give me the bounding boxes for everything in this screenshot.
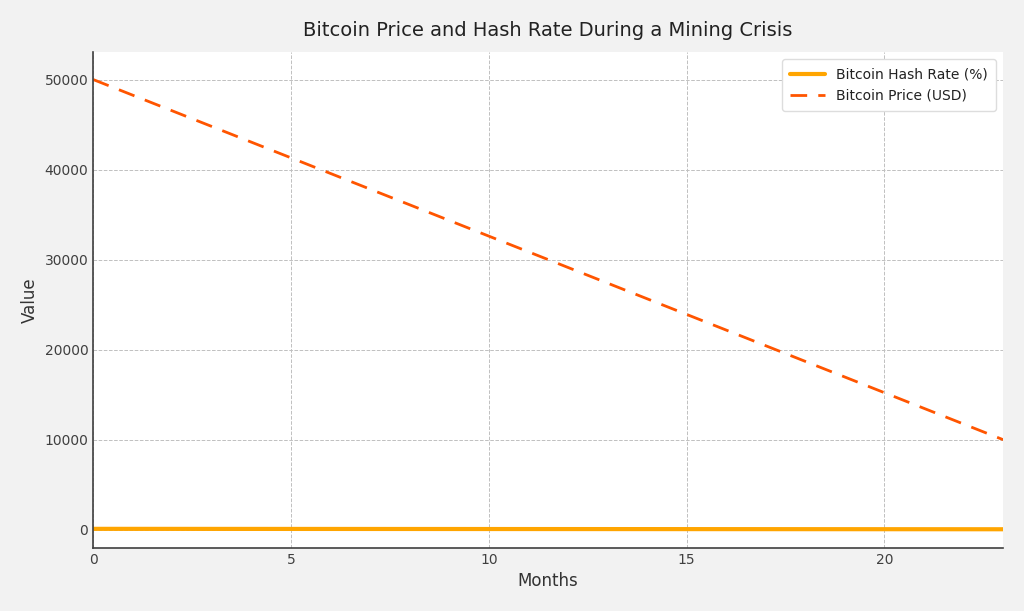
Bitcoin Price (USD) xyxy=(325,170,337,177)
Bitcoin Hash Rate (%) xyxy=(879,525,891,533)
Bitcoin Hash Rate (%) xyxy=(562,525,574,533)
Bitcoin Hash Rate (%) xyxy=(166,525,178,533)
Y-axis label: Value: Value xyxy=(20,277,39,323)
Bitcoin Price (USD) xyxy=(601,279,613,287)
Bitcoin Hash Rate (%) xyxy=(87,525,99,533)
Bitcoin Price (USD) xyxy=(166,107,178,114)
Bitcoin Hash Rate (%) xyxy=(681,525,693,533)
Bitcoin Price (USD) xyxy=(206,123,218,130)
Bitcoin Price (USD) xyxy=(957,420,970,428)
Bitcoin Hash Rate (%) xyxy=(127,525,139,533)
Bitcoin Price (USD) xyxy=(403,201,416,208)
Bitcoin Hash Rate (%) xyxy=(957,525,970,533)
Bitcoin Hash Rate (%) xyxy=(206,525,218,533)
Bitcoin Hash Rate (%) xyxy=(325,525,337,533)
Bitcoin Price (USD) xyxy=(127,92,139,99)
Bitcoin Hash Rate (%) xyxy=(918,525,930,533)
Line: Bitcoin Price (USD): Bitcoin Price (USD) xyxy=(93,79,1004,440)
Bitcoin Price (USD) xyxy=(482,232,495,240)
Bitcoin Price (USD) xyxy=(760,342,772,349)
Bitcoin Price (USD) xyxy=(87,76,99,83)
Bitcoin Price (USD) xyxy=(364,186,376,193)
Bitcoin Price (USD) xyxy=(720,326,732,334)
Bitcoin Price (USD) xyxy=(522,248,535,255)
Bitcoin Hash Rate (%) xyxy=(364,525,376,533)
Bitcoin Price (USD) xyxy=(839,373,851,381)
Bitcoin Hash Rate (%) xyxy=(799,525,811,533)
Bitcoin Price (USD) xyxy=(879,389,891,397)
Bitcoin Hash Rate (%) xyxy=(482,525,495,533)
Bitcoin Price (USD) xyxy=(443,217,456,224)
Bitcoin Price (USD) xyxy=(246,139,258,146)
X-axis label: Months: Months xyxy=(518,572,579,590)
Bitcoin Hash Rate (%) xyxy=(246,525,258,533)
Bitcoin Price (USD) xyxy=(285,154,297,161)
Bitcoin Hash Rate (%) xyxy=(522,525,535,533)
Bitcoin Price (USD) xyxy=(918,404,930,412)
Bitcoin Price (USD) xyxy=(681,311,693,318)
Legend: Bitcoin Hash Rate (%), Bitcoin Price (USD): Bitcoin Hash Rate (%), Bitcoin Price (US… xyxy=(782,59,996,111)
Bitcoin Hash Rate (%) xyxy=(403,525,416,533)
Bitcoin Price (USD) xyxy=(997,436,1010,444)
Bitcoin Hash Rate (%) xyxy=(601,525,613,533)
Bitcoin Hash Rate (%) xyxy=(641,525,653,533)
Bitcoin Hash Rate (%) xyxy=(997,525,1010,533)
Bitcoin Price (USD) xyxy=(562,264,574,271)
Bitcoin Hash Rate (%) xyxy=(760,525,772,533)
Bitcoin Hash Rate (%) xyxy=(839,525,851,533)
Bitcoin Price (USD) xyxy=(641,295,653,302)
Bitcoin Price (USD) xyxy=(799,357,811,365)
Bitcoin Hash Rate (%) xyxy=(720,525,732,533)
Bitcoin Hash Rate (%) xyxy=(285,525,297,533)
Title: Bitcoin Price and Hash Rate During a Mining Crisis: Bitcoin Price and Hash Rate During a Min… xyxy=(303,21,793,40)
Bitcoin Hash Rate (%) xyxy=(443,525,456,533)
